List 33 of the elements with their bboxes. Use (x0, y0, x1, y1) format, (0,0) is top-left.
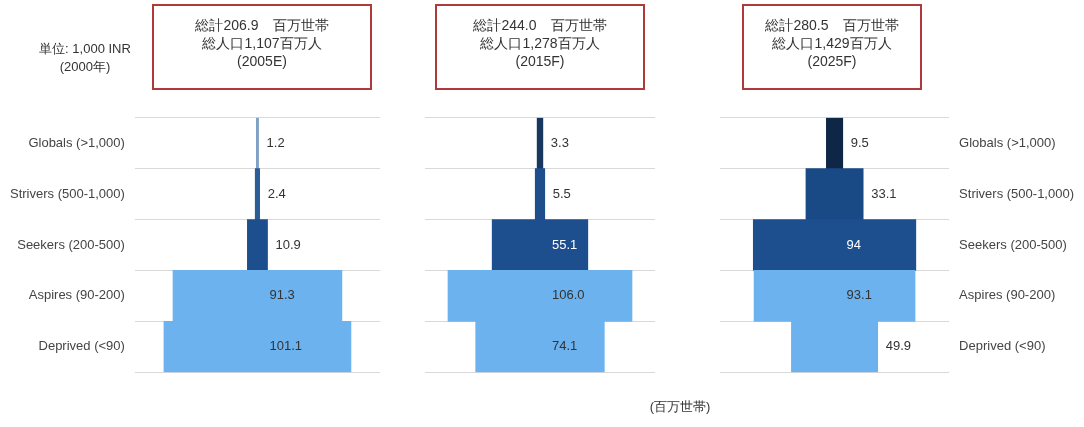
category-label: Strivers (500-1,000) (959, 185, 1075, 201)
text: 総人口1,278百万人 (2015F) (479, 34, 601, 70)
data-label: 106.0 (552, 287, 585, 303)
text: (百万世帯) (648, 398, 712, 416)
text: 総計280.5 百万世帯 (764, 16, 900, 34)
category-label: Aspires (90-200) (28, 287, 125, 303)
data-label: 55.1 (552, 236, 578, 252)
data-label: 1.2 (266, 134, 285, 150)
text: 総人口1,107百万人 (2005E) (201, 34, 323, 70)
data-label: 10.9 (275, 236, 301, 252)
text: 総計244.0 百万世帯 (472, 16, 608, 34)
data-label: 3.3 (550, 134, 569, 150)
data-label: 49.9 (885, 338, 912, 354)
category-label: Deprived (<90) (38, 338, 125, 354)
category-label: Seekers (200-500) (17, 236, 125, 252)
data-label: 9.5 (850, 134, 869, 150)
text: 総計206.9 百万世帯 (194, 16, 330, 34)
category-label: Seekers (200-500) (959, 236, 1067, 252)
category-label: Strivers (500-1,000) (9, 185, 125, 201)
data-label: 94 (846, 236, 862, 252)
data-label: 2.4 (267, 185, 286, 201)
category-label: Globals (>1,000) (959, 134, 1056, 150)
data-label: 74.1 (552, 338, 578, 354)
data-label: 5.5 (552, 185, 571, 201)
text: 総人口1,429百万人 (2025F) (771, 34, 893, 70)
data-label: 33.1 (871, 185, 897, 201)
text: 単位: 1,000 INR (2000年) (38, 40, 132, 76)
category-label: Deprived (<90) (959, 338, 1046, 354)
category-label: Aspires (90-200) (959, 287, 1056, 303)
data-label: 91.3 (269, 287, 295, 303)
category-label: Globals (>1,000) (28, 134, 125, 150)
data-label: 101.1 (269, 338, 302, 354)
data-label: 93.1 (846, 287, 872, 303)
